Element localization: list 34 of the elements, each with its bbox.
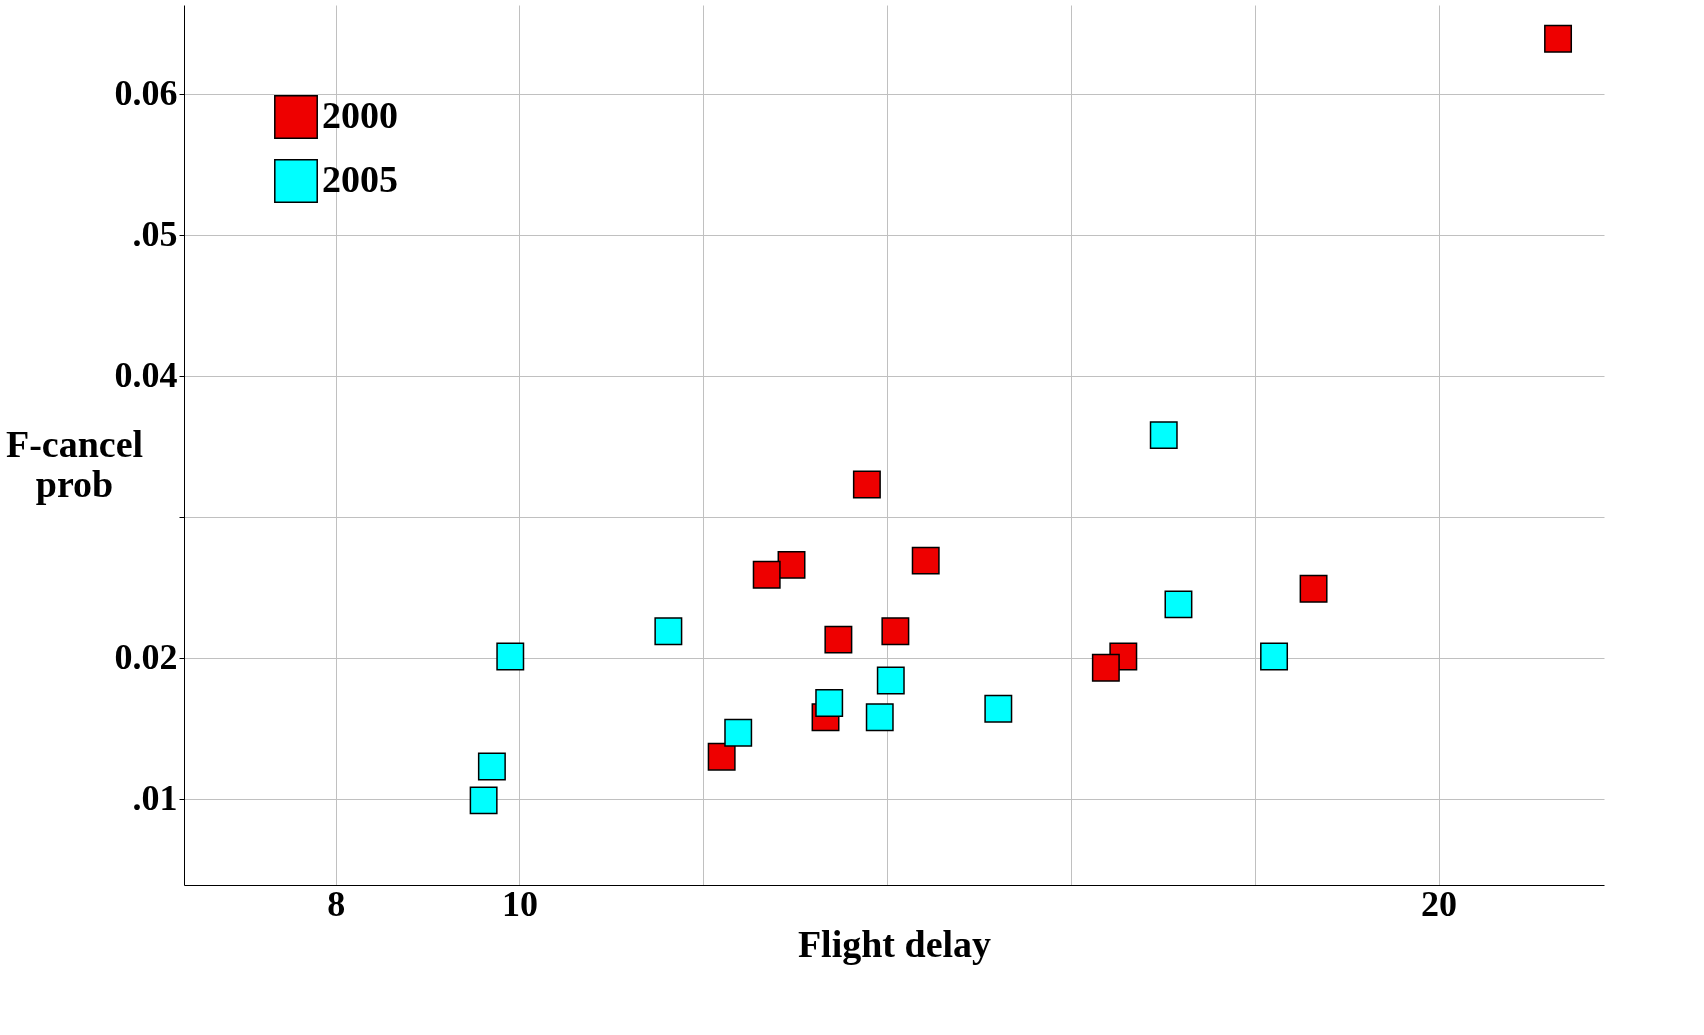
point (654, 617, 683, 646)
point (852, 470, 881, 499)
x-tick-label: 8 (327, 883, 346, 924)
y-tick-label: 0.06 (114, 73, 178, 114)
y-tick-label: .05 (132, 214, 178, 255)
point (876, 666, 905, 695)
point (1149, 421, 1178, 450)
x-tick-label: 20 (1421, 883, 1458, 924)
point (777, 550, 806, 579)
point (815, 689, 844, 718)
point (1091, 653, 1120, 682)
point (1260, 642, 1289, 671)
point (1299, 574, 1328, 603)
point (752, 560, 781, 589)
y-tick-label: 0.02 (114, 637, 178, 678)
point (477, 752, 506, 781)
legend-label: 2005 (322, 158, 398, 200)
point (724, 718, 753, 747)
point (496, 642, 525, 671)
point (707, 742, 736, 771)
point (911, 546, 940, 575)
point (865, 703, 894, 732)
y-axis-title: F-cancel prob (5, 422, 144, 505)
point (984, 694, 1013, 723)
point (1544, 24, 1573, 53)
point (881, 617, 910, 646)
legend-label: 2000 (322, 94, 398, 136)
y-tick-label: .01 (132, 778, 178, 819)
point (1164, 590, 1193, 619)
point (824, 625, 853, 654)
point (469, 786, 498, 815)
x-tick-label: 10 (501, 883, 538, 924)
x-axis-title: Flight delay (797, 922, 992, 965)
y-tick-label: 0.04 (114, 355, 178, 396)
